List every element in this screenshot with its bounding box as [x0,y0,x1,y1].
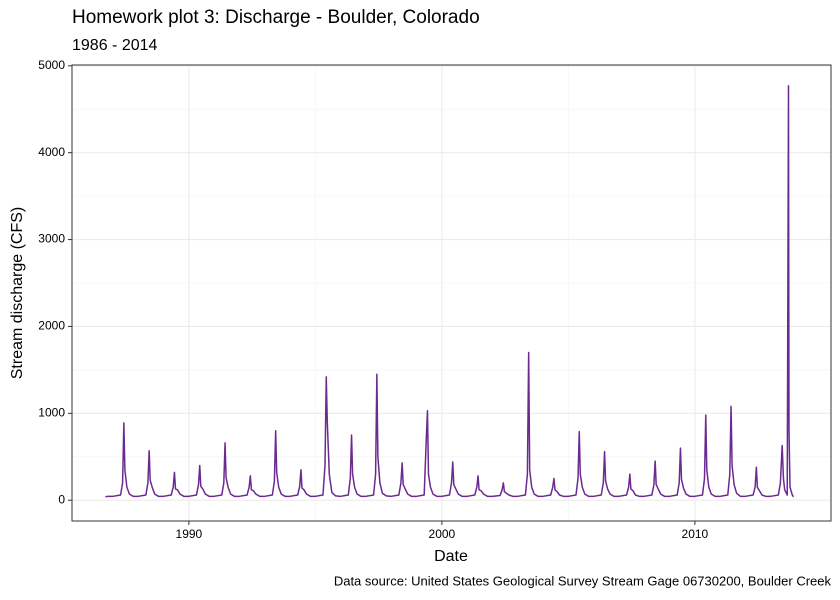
data-line [105,85,795,498]
y-tick-label: 3000 [38,232,65,246]
y-tick-label: 0 [58,492,65,506]
y-tick-label: 4000 [38,145,65,159]
y-tick-label: 1000 [38,406,65,420]
x-tick-label: 2010 [682,527,709,541]
y-tick-label: 2000 [38,319,65,333]
caption: Data source: United States Geological Su… [334,573,832,588]
chart-subtitle: 1986 - 2014 [72,37,158,54]
x-tick-label: 1990 [176,527,203,541]
x-axis-label: Date [434,548,468,565]
x-tick-label: 2000 [429,527,456,541]
chart-title: Homework plot 3: Discharge - Boulder, Co… [72,7,480,28]
y-tick-label: 5000 [38,58,65,72]
y-axis-label: Stream discharge (CFS) [9,207,26,380]
panel-border [71,64,832,522]
